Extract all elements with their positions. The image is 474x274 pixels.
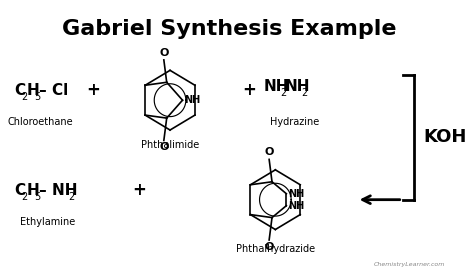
Text: 2: 2	[280, 88, 286, 98]
Text: O: O	[264, 147, 274, 157]
Text: Phthalhydrazide: Phthalhydrazide	[236, 244, 315, 255]
Text: 5: 5	[34, 92, 40, 102]
Text: Chloroethane: Chloroethane	[8, 117, 73, 127]
Text: 2: 2	[22, 92, 28, 102]
Text: NH: NH	[264, 79, 289, 94]
Text: Phthalimide: Phthalimide	[141, 140, 199, 150]
Text: KOH: KOH	[424, 129, 467, 147]
Text: 5: 5	[34, 192, 40, 202]
Text: 2: 2	[69, 192, 75, 202]
Text: NH: NH	[288, 201, 304, 211]
Text: O: O	[264, 242, 274, 252]
Text: Hydrazine: Hydrazine	[270, 117, 319, 127]
Text: Gabriel Synthesis Example: Gabriel Synthesis Example	[62, 19, 397, 39]
Text: ChemistryLearner.com: ChemistryLearner.com	[374, 262, 445, 267]
Text: – Cl: – Cl	[39, 83, 68, 98]
Text: +: +	[132, 181, 146, 199]
Text: C: C	[14, 83, 25, 98]
Text: O: O	[159, 48, 169, 58]
Text: – NH: – NH	[39, 183, 77, 198]
Text: NH: NH	[285, 79, 310, 94]
Text: 2: 2	[22, 192, 28, 202]
Text: 2: 2	[301, 88, 308, 98]
Text: O: O	[159, 142, 169, 152]
Text: +: +	[87, 81, 100, 99]
Text: NH: NH	[288, 189, 304, 199]
Text: Ethylamine: Ethylamine	[20, 216, 75, 227]
Text: NH: NH	[184, 95, 201, 105]
Text: C: C	[14, 183, 25, 198]
Text: H: H	[27, 83, 39, 98]
Text: +: +	[243, 81, 256, 99]
Text: H: H	[27, 183, 39, 198]
